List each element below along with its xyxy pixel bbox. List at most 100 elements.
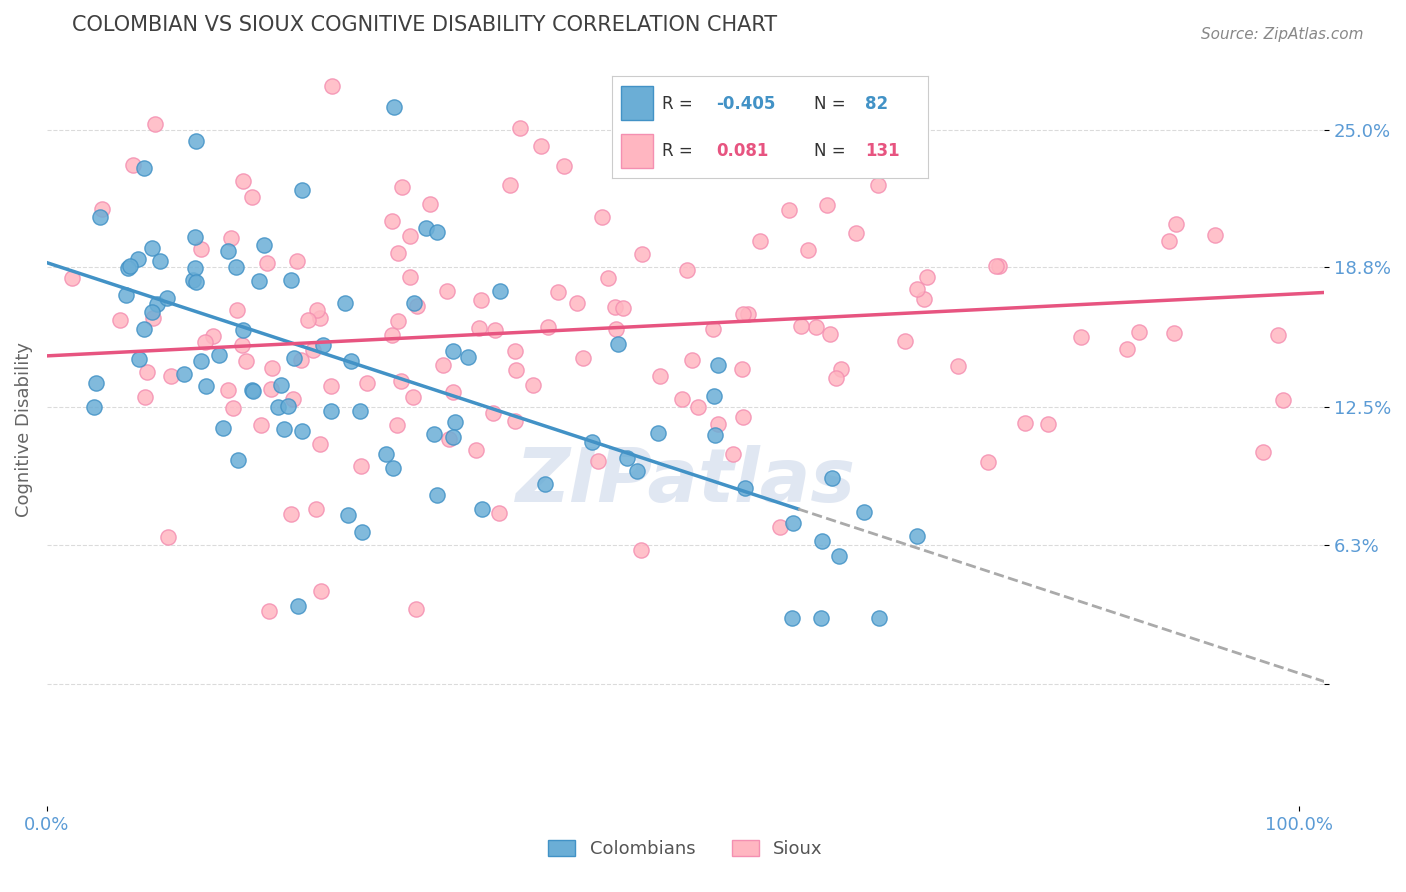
- Point: [190, 242, 212, 256]
- Point: [226, 453, 249, 467]
- Point: [273, 422, 295, 436]
- Point: [707, 358, 730, 372]
- Point: [810, 611, 832, 625]
- Point: [398, 229, 420, 244]
- Point: [267, 401, 290, 415]
- Point: [309, 437, 332, 451]
- Point: [157, 530, 180, 544]
- Point: [141, 305, 163, 319]
- Point: [291, 424, 314, 438]
- Point: [232, 323, 254, 337]
- Point: [402, 390, 425, 404]
- Point: [647, 425, 669, 440]
- Text: 0.081: 0.081: [716, 142, 769, 160]
- Point: [824, 371, 846, 385]
- Point: [235, 354, 257, 368]
- Point: [702, 322, 724, 336]
- Point: [280, 507, 302, 521]
- Point: [415, 221, 437, 235]
- Point: [290, 353, 312, 368]
- Point: [499, 178, 522, 193]
- Point: [534, 476, 557, 491]
- Point: [333, 295, 356, 310]
- Point: [402, 295, 425, 310]
- Point: [135, 365, 157, 379]
- Point: [567, 296, 589, 310]
- Point: [1271, 392, 1294, 407]
- Point: [607, 337, 630, 351]
- Point: [184, 260, 207, 275]
- Point: [406, 299, 429, 313]
- Point: [141, 241, 163, 255]
- Point: [422, 426, 444, 441]
- Point: [387, 313, 409, 327]
- Point: [437, 432, 460, 446]
- Point: [581, 435, 603, 450]
- Point: [457, 351, 479, 365]
- Point: [703, 389, 725, 403]
- Text: R =: R =: [662, 95, 699, 112]
- Point: [505, 363, 527, 377]
- Point: [571, 351, 593, 365]
- Point: [630, 543, 652, 558]
- Point: [285, 254, 308, 268]
- Point: [503, 343, 526, 358]
- Point: [270, 378, 292, 392]
- Point: [464, 442, 486, 457]
- Point: [605, 322, 627, 336]
- Point: [260, 382, 283, 396]
- Point: [277, 399, 299, 413]
- Point: [381, 213, 404, 227]
- Point: [1128, 325, 1150, 339]
- Point: [1267, 327, 1289, 342]
- Point: [470, 293, 492, 307]
- Point: [481, 406, 503, 420]
- Point: [681, 352, 703, 367]
- Point: [917, 270, 939, 285]
- Point: [217, 383, 239, 397]
- Point: [905, 282, 928, 296]
- Text: 82: 82: [865, 95, 887, 112]
- Point: [586, 454, 609, 468]
- Point: [160, 368, 183, 383]
- Text: R =: R =: [662, 142, 699, 160]
- Point: [676, 263, 699, 277]
- Point: [156, 291, 179, 305]
- Point: [553, 159, 575, 173]
- Point: [305, 303, 328, 318]
- Point: [127, 252, 149, 266]
- Point: [184, 275, 207, 289]
- Point: [287, 599, 309, 613]
- Point: [737, 307, 759, 321]
- Point: [796, 243, 818, 257]
- Point: [688, 400, 710, 414]
- Point: [122, 158, 145, 172]
- Point: [242, 383, 264, 397]
- Point: [91, 202, 114, 217]
- Point: [778, 203, 800, 218]
- Point: [225, 260, 247, 274]
- Point: [134, 390, 156, 404]
- Point: [868, 611, 890, 625]
- Point: [283, 351, 305, 366]
- Point: [181, 273, 204, 287]
- Point: [226, 302, 249, 317]
- Point: [142, 310, 165, 325]
- Point: [1163, 326, 1185, 340]
- Point: [297, 312, 319, 326]
- Point: [132, 161, 155, 175]
- Point: [382, 100, 405, 114]
- Point: [731, 410, 754, 425]
- Point: [301, 343, 323, 357]
- Point: [432, 358, 454, 372]
- Point: [503, 414, 526, 428]
- Point: [232, 173, 254, 187]
- Point: [250, 418, 273, 433]
- Text: N =: N =: [814, 95, 851, 112]
- Text: Source: ZipAtlas.com: Source: ZipAtlas.com: [1201, 27, 1364, 42]
- Point: [253, 237, 276, 252]
- Point: [828, 549, 851, 564]
- Point: [734, 481, 756, 495]
- Point: [905, 529, 928, 543]
- Point: [260, 360, 283, 375]
